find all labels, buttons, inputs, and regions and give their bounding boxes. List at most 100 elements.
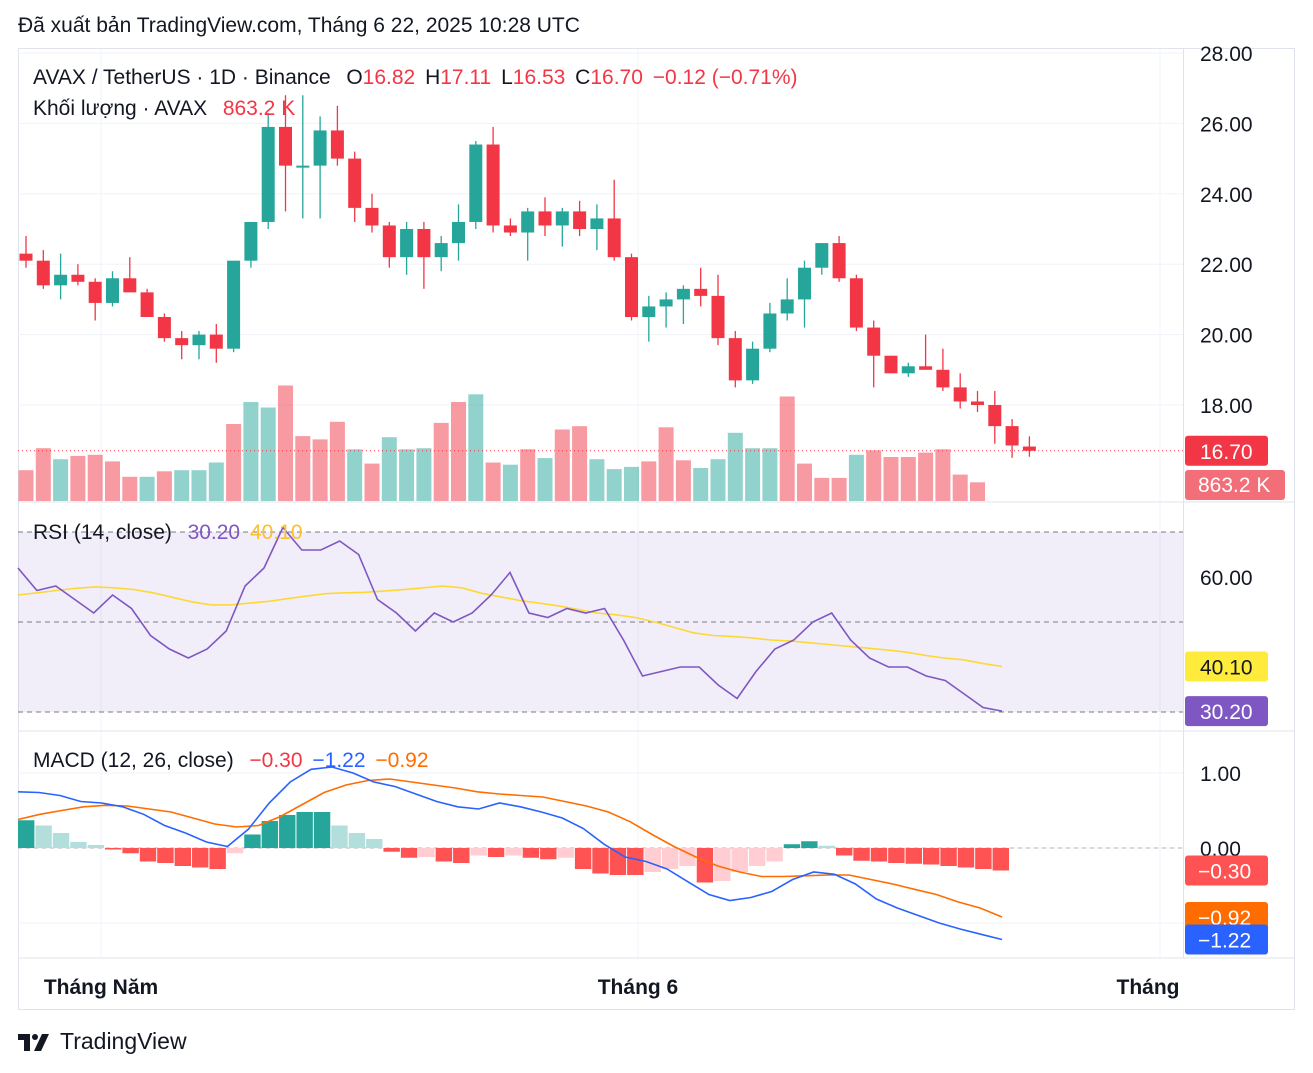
symbol-label[interactable]: AVAX / TetherUS · 1D · Binance (33, 66, 331, 89)
macd-label[interactable]: MACD (12, 26, close) (33, 749, 234, 772)
macd-histogram-bar (366, 839, 383, 848)
volume-bar (226, 424, 242, 501)
candle-body (503, 225, 517, 233)
open-value: 16.82 (362, 66, 416, 89)
candle-body (19, 253, 33, 261)
macd-histogram-bar (279, 815, 296, 848)
volume-bar (693, 468, 709, 501)
macd-histogram-bar (992, 848, 1009, 871)
rsi-ma-value: 40.10 (249, 521, 303, 544)
macd-histogram-bar (557, 848, 574, 858)
tradingview-logo[interactable]: TradingView (18, 1028, 187, 1055)
macd-histogram-bar (818, 845, 835, 848)
candle-body (1022, 446, 1036, 451)
volume-bar (243, 402, 259, 501)
chart-frame[interactable] (18, 48, 1295, 1010)
volume-label[interactable]: Khối lượng · AVAX (33, 97, 208, 120)
price-axis-tick: 22.00 (1200, 254, 1253, 277)
candle-body (1005, 426, 1019, 446)
volume-bar (156, 471, 172, 501)
candle-body (573, 211, 587, 229)
volume-bar (762, 448, 778, 501)
candle-body (849, 278, 863, 328)
volume-bar (312, 439, 328, 501)
price-legend: AVAX / TetherUS · 1D · Binance O16.82 H1… (33, 66, 802, 90)
chart-canvas[interactable]: 28.00 26.00 24.00 22.00 20.00 18.00 16.70 863.2… (0, 0, 1313, 1010)
volume-bar (451, 402, 466, 501)
candle-body (244, 221, 258, 261)
macd-histogram-bar (139, 848, 157, 862)
candle-body (36, 260, 50, 286)
macd-histogram-bar (52, 833, 70, 848)
price-axis-tick: 18.00 (1200, 395, 1253, 418)
rsi-band (18, 532, 1183, 712)
macd-histogram-bar (348, 833, 366, 848)
rsi-tag (1185, 696, 1268, 727)
candle-body (157, 317, 171, 339)
volume-bar (970, 482, 985, 501)
candle-body (694, 288, 708, 296)
rsi-line (17, 526, 1003, 712)
volume-bar (485, 462, 501, 501)
candle-body (988, 405, 1002, 427)
volume-bar (589, 459, 605, 501)
macd-histogram-bar (70, 842, 87, 848)
volume-bar (364, 463, 380, 501)
volume-bar (883, 457, 899, 501)
volume-bar (260, 407, 276, 501)
macd-axis-tick: 1.00 (1200, 763, 1241, 786)
macd-histogram-bar (922, 848, 940, 865)
candle-body (261, 126, 275, 222)
price-axis-separator (1183, 49, 1184, 958)
macd-histogram-bar (383, 848, 400, 852)
volume-bar (87, 454, 103, 501)
candle-body (763, 313, 777, 349)
macd-histogram-bar (157, 848, 174, 863)
low-value: 16.53 (512, 66, 566, 89)
candle-body (971, 401, 984, 405)
candle-body (330, 130, 344, 159)
price-axis-tick: 20.00 (1200, 325, 1253, 348)
macd-hist-tag-value: −0.30 (1198, 861, 1251, 884)
candle-body (521, 211, 535, 233)
close-value: 16.70 (590, 66, 643, 89)
rsi-value: 30.20 (187, 521, 241, 544)
volume-bar (554, 429, 570, 501)
volume-bar (831, 477, 847, 501)
candle-body (88, 281, 102, 303)
candle-body (469, 144, 483, 222)
candle-body (400, 229, 414, 258)
macd-histogram-bar (18, 820, 35, 848)
macd-signal-value: −0.92 (375, 749, 429, 772)
macd-histogram-bar (487, 848, 505, 857)
macd-histogram-bar (522, 848, 540, 858)
volume-bar (624, 466, 639, 501)
candle-body (365, 207, 379, 226)
volume-bar (658, 427, 674, 501)
macd-histogram-bar (853, 848, 870, 861)
volume-bar (710, 459, 726, 501)
volume-bar (53, 459, 69, 501)
macd-histogram-bar (209, 848, 226, 869)
macd-histogram-bar (679, 848, 696, 866)
volume-bar (381, 437, 397, 501)
rsi-ma-tag-value: 40.10 (1200, 657, 1253, 680)
volume-bar (399, 449, 415, 501)
candle-body (313, 130, 327, 166)
candle-body (538, 211, 552, 226)
macd-histogram-bar (975, 848, 992, 869)
macd-histogram-bar (574, 848, 592, 869)
rsi-label[interactable]: RSI (14, close) (33, 521, 172, 544)
macd-histogram-bar (226, 848, 244, 854)
candle-body (106, 278, 119, 303)
macd-histogram-bar (731, 848, 748, 872)
volume-bar (35, 448, 51, 501)
candle-body (452, 221, 465, 244)
macd-histogram-bar (87, 845, 105, 848)
macd-histogram-bar (627, 848, 644, 875)
volume-bar (347, 449, 363, 501)
candle-body (953, 387, 967, 402)
price-axis-tick: 26.00 (1200, 113, 1253, 136)
candle-body (71, 274, 85, 282)
volume-bar (520, 449, 536, 501)
